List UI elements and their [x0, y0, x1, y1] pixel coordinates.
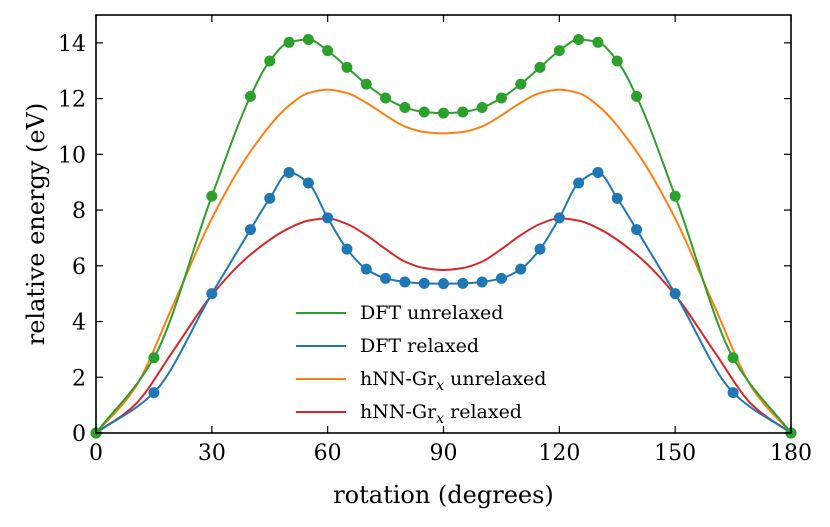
data-point [727, 387, 739, 399]
x-tick-label: 60 [314, 441, 342, 466]
data-point [302, 34, 314, 46]
series-3 [95, 217, 792, 434]
data-point [457, 277, 469, 289]
data-point [206, 190, 218, 202]
series-1 [90, 166, 797, 439]
data-point [631, 224, 643, 236]
data-point [457, 106, 469, 118]
legend-label: hNN-Grx unrelaxed [360, 368, 546, 394]
plot-area [96, 15, 791, 433]
data-point [302, 177, 314, 189]
y-tick-label: 10 [58, 143, 86, 168]
x-tick-label: 90 [430, 441, 458, 466]
legend-label: DFT relaxed [360, 335, 479, 357]
data-point [592, 166, 604, 178]
data-point [495, 272, 507, 284]
y-axis: 0 2 4 6 8 10 12 14 [58, 32, 791, 447]
data-point [341, 61, 353, 73]
y-tick-label: 6 [72, 255, 86, 280]
x-axis: 0 30 60 90 120 150 180 [89, 15, 812, 466]
data-point [283, 36, 295, 48]
series-2 [95, 88, 792, 434]
data-point [553, 212, 565, 224]
data-point [438, 107, 449, 119]
data-point [264, 55, 276, 67]
data-point [573, 34, 585, 46]
data-point [611, 55, 623, 67]
y-tick-label: 2 [72, 366, 86, 391]
data-point [322, 212, 334, 224]
series-line [95, 217, 792, 434]
data-point [476, 102, 488, 114]
data-point [669, 288, 681, 300]
y-tick-label: 8 [72, 199, 86, 224]
data-point [438, 278, 449, 290]
series-line [95, 88, 792, 434]
data-point [360, 263, 372, 275]
data-point [341, 243, 353, 255]
data-point [495, 92, 507, 104]
data-point [264, 192, 276, 204]
data-point [418, 277, 430, 289]
data-point [553, 45, 565, 57]
data-point [380, 272, 392, 284]
legend-label: hNN-Grx relaxed [360, 401, 522, 427]
data-point [727, 352, 739, 364]
x-tick-label: 30 [198, 441, 226, 466]
x-tick-label: 120 [538, 441, 580, 466]
data-point [592, 36, 604, 48]
data-point [418, 106, 430, 118]
series-layer [90, 34, 797, 439]
series-0 [90, 34, 797, 439]
legend: DFT unrelaxed DFT relaxed hNN-Grx unrelaxe… [296, 302, 546, 427]
data-point [534, 61, 546, 73]
data-point [399, 276, 411, 288]
x-axis-label: rotation (degrees) [333, 481, 554, 509]
data-point [206, 288, 218, 300]
x-tick-label: 0 [89, 441, 103, 466]
y-tick-label: 4 [72, 311, 86, 336]
data-point [244, 90, 256, 102]
data-point [631, 90, 643, 102]
data-point [669, 190, 681, 202]
y-tick-label: 12 [58, 88, 86, 113]
data-point [573, 177, 585, 189]
data-point [399, 102, 411, 114]
data-point [148, 352, 160, 364]
data-point [515, 78, 527, 90]
legend-label: DFT unrelaxed [360, 302, 503, 324]
x-tick-label: 150 [654, 441, 696, 466]
y-tick-label: 0 [72, 422, 86, 447]
data-point [322, 45, 334, 57]
data-point [283, 166, 295, 178]
data-point [360, 78, 372, 90]
x-tick-label: 180 [770, 441, 812, 466]
data-point [148, 387, 160, 399]
y-axis-label: relative energy (eV) [22, 103, 50, 346]
data-point [611, 192, 623, 204]
y-tick-label: 14 [58, 32, 86, 57]
data-point [515, 263, 527, 275]
data-point [476, 276, 488, 288]
data-point [534, 243, 546, 255]
data-point [380, 92, 392, 104]
data-point [244, 224, 256, 236]
